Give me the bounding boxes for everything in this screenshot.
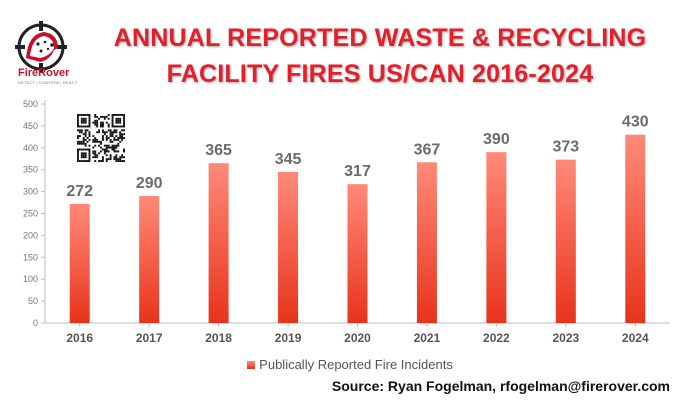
x-tick-label: 2016	[66, 331, 93, 345]
bar-value-label: 290	[136, 175, 163, 192]
y-tick-label: 350	[23, 165, 38, 175]
legend-label: Publically Reported Fire Incidents	[259, 357, 453, 372]
chart-legend: Publically Reported Fire Incidents	[0, 357, 700, 372]
x-tick-label: 2023	[552, 331, 579, 345]
x-tick-label: 2021	[414, 331, 441, 345]
y-tick-label: 500	[23, 99, 38, 109]
bar-value-label: 272	[66, 183, 93, 200]
bar	[69, 203, 90, 323]
y-tick-label: 150	[23, 252, 38, 262]
y-tick-label: 50	[28, 296, 38, 306]
x-tick-label: 2017	[136, 331, 163, 345]
y-tick-label: 200	[23, 230, 38, 240]
logo-tagline: DETECT | CONFIRM | REACT	[18, 80, 78, 85]
chart-title: ANNUAL REPORTED WASTE & RECYCLING FACILI…	[80, 20, 680, 92]
y-tick-label: 400	[23, 143, 38, 153]
bar	[208, 163, 229, 323]
chart-title-line-2: FACILITY FIRES US/CAN 2016-2024	[166, 60, 594, 88]
x-tick-label: 2018	[205, 331, 232, 345]
bar	[486, 152, 507, 323]
x-tick-label: 2019	[275, 331, 302, 345]
bar	[278, 171, 299, 323]
bar-value-label: 367	[414, 141, 441, 158]
bar-value-label: 390	[483, 131, 510, 148]
y-tick-label: 450	[23, 121, 38, 131]
qr-code-icon	[77, 114, 125, 162]
bar	[416, 162, 437, 323]
legend-swatch	[247, 361, 256, 369]
logo-name: FireRover	[18, 67, 70, 79]
bar-value-label: 345	[275, 151, 302, 168]
y-tick-label: 300	[23, 187, 38, 197]
bar-value-label: 373	[552, 139, 579, 156]
dalmatian-logo-icon	[15, 21, 67, 73]
bar	[347, 184, 368, 323]
y-tick-label: 250	[23, 209, 38, 219]
y-tick-label: 0	[33, 318, 38, 328]
bar-value-label: 365	[205, 142, 232, 159]
x-tick-label: 2024	[622, 331, 649, 345]
bar-value-label: 430	[622, 114, 649, 131]
x-tick-label: 2022	[483, 331, 510, 345]
source-credit: Source: Ryan Fogelman, rfogelman@firerov…	[331, 378, 670, 394]
y-tick-label: 100	[23, 274, 38, 284]
bar	[139, 195, 160, 323]
bar	[555, 159, 576, 323]
x-tick-label: 2020	[344, 331, 371, 345]
bar-value-label: 317	[344, 163, 371, 180]
chart-title-line-1: ANNUAL REPORTED WASTE & RECYCLING	[113, 24, 647, 52]
bar	[625, 134, 646, 323]
